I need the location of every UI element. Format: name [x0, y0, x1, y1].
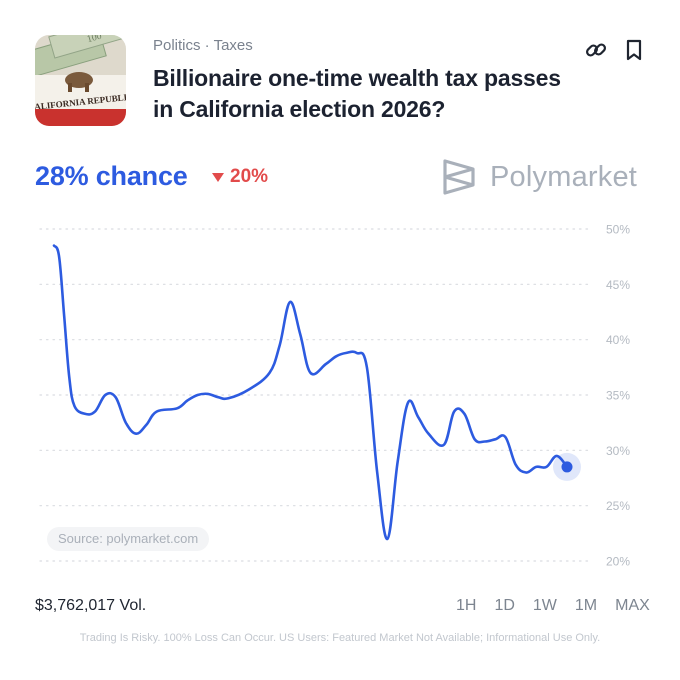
chance-value: 28% chance	[35, 161, 188, 191]
brand-logo: Polymarket	[442, 158, 637, 196]
time-range-selector: 1H 1D 1W 1M MAX	[456, 597, 650, 615]
y-tick-label: 30%	[606, 444, 630, 458]
y-tick-label: 40%	[606, 333, 630, 347]
range-1h-button[interactable]: 1H	[456, 597, 477, 614]
range-1d-button[interactable]: 1D	[494, 597, 515, 614]
polymarket-logo-icon	[443, 159, 475, 195]
link-icon[interactable]	[584, 38, 608, 62]
chance-change: 20%	[212, 166, 268, 188]
current-point	[561, 461, 573, 473]
market-title: Billionaire one-time wealth tax passes i…	[153, 65, 561, 122]
y-tick-label: 35%	[606, 389, 630, 403]
market-category: Politics · Taxes	[153, 37, 253, 54]
market-thumbnail: 100 CALIFORNIA REPUBLIC	[35, 35, 126, 126]
y-tick-label: 20%	[606, 555, 630, 569]
range-1w-button[interactable]: 1W	[532, 597, 557, 614]
disclaimer-text: Trading Is Risky. 100% Loss Can Occur. U…	[79, 632, 601, 644]
chance-change-value: 20%	[230, 166, 269, 187]
price-chart: 50% 45% 40% 35% 30% 25% 20%	[39, 223, 630, 569]
y-tick-label: 45%	[606, 278, 630, 292]
brand-name: Polymarket	[490, 160, 638, 193]
range-1m-button[interactable]: 1M	[574, 597, 598, 614]
y-tick-label: 50%	[606, 223, 630, 237]
range-max-button[interactable]: MAX	[615, 597, 650, 614]
chart-source-label: Source: polymarket.com	[47, 527, 210, 551]
svg-text:100: 100	[86, 35, 103, 45]
bookmark-icon[interactable]	[622, 38, 646, 62]
y-tick-label: 25%	[606, 499, 630, 513]
series-line	[52, 244, 569, 541]
down-triangle-icon	[212, 172, 224, 182]
volume-text: $3,762,017 Vol.	[35, 597, 147, 614]
